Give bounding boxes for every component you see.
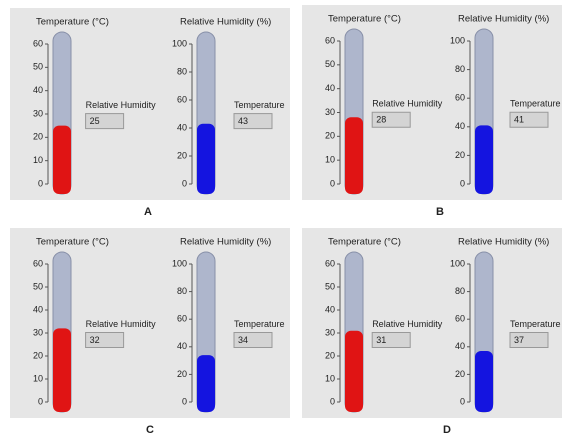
tick-label: 40 (33, 85, 43, 95)
gauge-title: Temperature (°C) (36, 17, 109, 28)
indicator-box (509, 111, 549, 128)
tick-label: 60 (177, 314, 187, 324)
tick-label: 30 (33, 327, 43, 337)
indicator-box (233, 332, 273, 348)
tick-label: 40 (177, 122, 187, 132)
tick-label: 0 (460, 178, 465, 188)
tick-label: 20 (177, 369, 187, 379)
indicator-value: 25 (90, 116, 100, 126)
indicator-label: Relative Humidity (372, 99, 443, 109)
tick-label: 10 (33, 155, 43, 165)
indicator-value: 37 (514, 335, 524, 345)
tick-label: 40 (455, 121, 465, 131)
tick-label: 100 (450, 258, 465, 268)
tick-label: 0 (38, 396, 43, 406)
gauge-title: Temperature (°C) (328, 237, 401, 248)
indicator-value: 28 (376, 115, 386, 125)
gauge-title: Relative Humidity (%) (458, 237, 549, 248)
tick-label: 20 (325, 131, 335, 141)
tick-label: 10 (33, 373, 43, 383)
panel-label: C (146, 424, 154, 436)
tick-label: 50 (325, 59, 335, 69)
gauge-fill (53, 328, 71, 412)
tick-label: 0 (38, 178, 43, 188)
tick-label: 100 (450, 35, 465, 45)
gauge-fill (475, 350, 493, 412)
indicator-label: Temperature (510, 319, 561, 329)
tick-label: 40 (325, 83, 335, 93)
tick-label: 100 (172, 38, 187, 48)
indicator-label: Temperature (510, 99, 561, 109)
tick-label: 20 (177, 150, 187, 160)
tick-label: 50 (325, 281, 335, 291)
gauge-fill (475, 125, 493, 194)
tick-label: 10 (325, 155, 335, 165)
gauge-fill (345, 117, 363, 194)
indicator-label: Temperature (234, 100, 285, 110)
indicator-label: Relative Humidity (86, 100, 157, 110)
tick-label: 60 (33, 38, 43, 48)
tick-label: 20 (33, 132, 43, 142)
gauge-title: Temperature (°C) (328, 14, 401, 25)
tick-label: 20 (455, 150, 465, 160)
tick-label: 40 (33, 304, 43, 314)
tick-label: 80 (177, 286, 187, 296)
tick-label: 0 (330, 178, 335, 188)
tick-label: 60 (455, 314, 465, 324)
tick-label: 80 (455, 286, 465, 296)
tick-label: 50 (33, 62, 43, 72)
tick-label: 40 (177, 341, 187, 351)
tick-label: 20 (33, 350, 43, 360)
indicator-value: 43 (238, 116, 248, 126)
gauge-fill (53, 125, 71, 194)
panel-label: A (144, 206, 152, 218)
panel-label: B (436, 206, 444, 218)
gauge-fill (197, 355, 215, 412)
tick-label: 80 (455, 64, 465, 74)
indicator-box (371, 111, 411, 128)
indicator-value: 34 (238, 335, 248, 345)
indicator-label: Temperature (234, 319, 285, 329)
gauge-title: Temperature (°C) (36, 237, 109, 248)
indicator-value: 41 (514, 115, 524, 125)
tick-label: 30 (325, 107, 335, 117)
tick-label: 60 (325, 258, 335, 268)
indicator-box (85, 332, 125, 348)
tick-label: 40 (325, 304, 335, 314)
panel-label: D (443, 424, 451, 436)
tick-label: 10 (325, 373, 335, 383)
gauge-title: Relative Humidity (%) (180, 237, 271, 248)
tick-label: 60 (177, 94, 187, 104)
tick-label: 0 (182, 178, 187, 188)
indicator-label: Relative Humidity (372, 319, 443, 329)
indicator-box (233, 113, 273, 130)
tick-label: 20 (455, 369, 465, 379)
indicator-label: Relative Humidity (86, 319, 157, 329)
gauge-title: Relative Humidity (%) (458, 14, 549, 25)
tick-label: 40 (455, 341, 465, 351)
indicator-box (85, 113, 125, 130)
indicator-box (509, 332, 549, 348)
indicator-box (371, 332, 411, 348)
tick-label: 0 (460, 396, 465, 406)
tick-label: 80 (177, 66, 187, 76)
tick-label: 20 (325, 350, 335, 360)
tick-label: 100 (172, 258, 187, 268)
tick-label: 50 (33, 281, 43, 291)
tick-label: 0 (182, 396, 187, 406)
tick-label: 60 (455, 93, 465, 103)
gauge-title: Relative Humidity (%) (180, 17, 271, 28)
tick-label: 30 (325, 327, 335, 337)
gauge-fill (197, 123, 215, 194)
tick-label: 60 (33, 258, 43, 268)
indicator-value: 32 (90, 335, 100, 345)
indicator-value: 31 (376, 335, 386, 345)
tick-label: 30 (33, 108, 43, 118)
tick-label: 0 (330, 396, 335, 406)
gauge-fill (345, 330, 363, 412)
tick-label: 60 (325, 35, 335, 45)
